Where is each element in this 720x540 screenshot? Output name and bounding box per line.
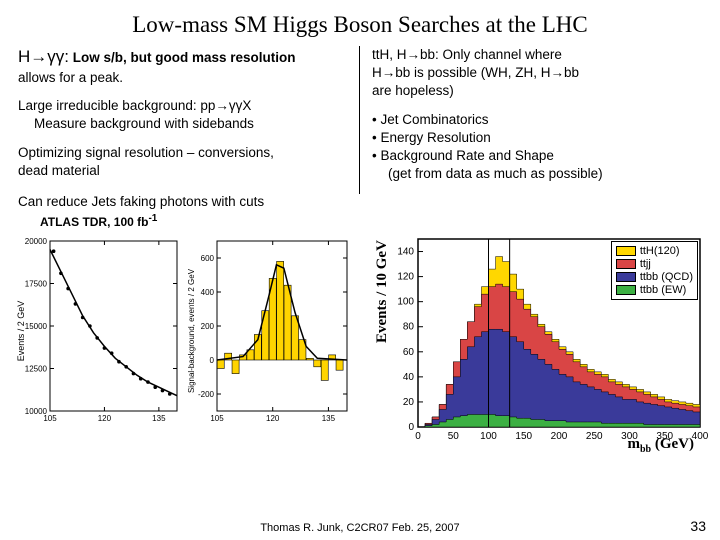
svg-text:135: 135 [152, 414, 166, 423]
svg-text:200: 200 [201, 322, 215, 331]
svg-text:135: 135 [322, 414, 336, 423]
caption-text: ATLAS TDR, 100 fb [40, 215, 148, 229]
chart3-ylabel: Events / 10 GeV [374, 240, 391, 343]
svg-text:50: 50 [448, 431, 460, 442]
charts-row: 1000012500150001750020000105120135Events… [0, 229, 720, 455]
left-p4-row: Can reduce Jets faking photons with cuts [0, 194, 720, 209]
svg-text:400: 400 [692, 431, 708, 442]
caption-sup: -1 [148, 213, 157, 224]
svg-text:0: 0 [415, 431, 421, 442]
content-columns: H→γγ: Low s/b, but good mass resolution … [0, 46, 720, 194]
svg-text:100: 100 [480, 431, 497, 442]
svg-text:20: 20 [403, 396, 415, 407]
svg-text:0: 0 [210, 356, 215, 365]
chart-caption: ATLAS TDR, 100 fb-1 [40, 213, 720, 229]
chart3-xlabel: mbb (GeV) [627, 436, 694, 455]
right-b1: Jet Combinatorics [380, 112, 488, 127]
right-column: ttH, H→bb: Only channel where H→bb is po… [360, 46, 702, 194]
svg-text:15000: 15000 [25, 322, 48, 331]
right-b2: Energy Resolution [380, 130, 490, 145]
left-h1c: allows for a peak. [18, 70, 123, 85]
legend: ttH(120)ttjjttbb (QCD)ttbb (EW) [611, 241, 698, 300]
left-p3b: dead material [18, 163, 100, 178]
svg-text:40: 40 [403, 371, 415, 382]
left-p2a: Large irreducible background: pp→γγX [18, 98, 251, 113]
svg-text:Events / 2 GeV: Events / 2 GeV [16, 300, 26, 361]
left-column: H→γγ: Low s/b, but good mass resolution … [18, 46, 360, 194]
atlas-svg: 1000012500150001750020000105120135Events… [12, 231, 352, 441]
svg-text:17500: 17500 [25, 279, 48, 288]
left-p2b: Measure background with sidebands [18, 116, 254, 131]
svg-text:105: 105 [210, 414, 224, 423]
left-p1: H→γγ: Low s/b, but good mass resolution … [18, 46, 347, 87]
svg-text:250: 250 [586, 431, 603, 442]
svg-text:100: 100 [397, 296, 414, 307]
left-h1b: Low s/b, but good mass resolution [69, 50, 296, 65]
left-p3a: Optimizing signal resolution – conversio… [18, 145, 274, 160]
left-h1a: H→γγ: [18, 47, 69, 66]
right-h1c: H→bb is possible (WH, ZH, H→bb [372, 65, 579, 80]
xlabel-b: bb [640, 444, 651, 455]
right-b3b: (get from data as much as possible) [372, 166, 603, 181]
page-title: Low-mass SM Higgs Boson Searches at the … [0, 0, 720, 46]
right-bullets: • Jet Combinatorics • Energy Resolution … [372, 111, 702, 184]
svg-text:120: 120 [397, 271, 414, 282]
right-h1a: ttH, H→bb: [372, 47, 439, 62]
svg-text:150: 150 [515, 431, 532, 442]
left-p3: Optimizing signal resolution – conversio… [18, 144, 347, 180]
svg-text:120: 120 [98, 414, 112, 423]
legend-item: ttH(120) [616, 245, 693, 257]
svg-text:105: 105 [43, 414, 57, 423]
svg-text:120: 120 [266, 414, 280, 423]
svg-text:-200: -200 [198, 390, 215, 399]
svg-text:Signal-background, events / 2: Signal-background, events / 2 GeV [187, 268, 196, 393]
right-b3: Background Rate and Shape [380, 148, 553, 163]
svg-text:400: 400 [201, 288, 215, 297]
svg-text:20000: 20000 [25, 237, 48, 246]
xlabel-a: m [627, 436, 640, 452]
page-number: 33 [690, 518, 706, 534]
xlabel-c: (GeV) [651, 436, 694, 452]
right-h1d: are hopeless) [372, 83, 454, 98]
mbb-chart: 0501001502002503003504000204060801001201… [378, 231, 708, 455]
right-h1b: Only channel where [439, 47, 562, 62]
svg-text:0: 0 [408, 422, 414, 433]
atlas-charts: 1000012500150001750020000105120135Events… [12, 231, 352, 441]
footer: Thomas R. Junk, C2CR07 Feb. 25, 2007 [0, 522, 720, 534]
left-p2: Large irreducible background: pp→γγX Mea… [18, 97, 347, 133]
legend-item: ttjj [616, 258, 693, 270]
legend-item: ttbb (EW) [616, 284, 693, 296]
svg-text:140: 140 [397, 246, 414, 257]
right-p1: ttH, H→bb: Only channel where H→bb is po… [372, 46, 702, 101]
svg-text:200: 200 [551, 431, 568, 442]
left-p4: Can reduce Jets faking photons with cuts [18, 194, 264, 209]
svg-text:600: 600 [201, 254, 215, 263]
legend-item: ttbb (QCD) [616, 271, 693, 283]
svg-text:12500: 12500 [25, 364, 48, 373]
svg-text:80: 80 [403, 321, 415, 332]
svg-text:60: 60 [403, 346, 415, 357]
